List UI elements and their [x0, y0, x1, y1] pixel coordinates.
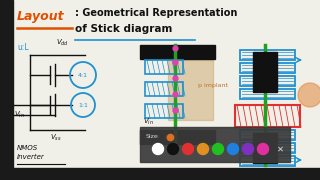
Text: ✕: ✕ [276, 145, 284, 154]
Circle shape [182, 143, 194, 154]
Text: Size: Size [146, 134, 159, 140]
Text: NMOS: NMOS [17, 145, 38, 151]
Text: 1:1: 1:1 [78, 102, 88, 107]
Text: $V_{in}$: $V_{in}$ [14, 110, 25, 120]
Text: of Stick diagram: of Stick diagram [75, 24, 172, 34]
Text: 4:1: 4:1 [78, 73, 88, 78]
Text: u:L: u:L [17, 43, 28, 52]
Bar [240, 143, 295, 153]
Bar [253, 52, 277, 92]
Bar [253, 133, 277, 163]
Bar [140, 45, 215, 59]
Text: $V_{in}$: $V_{in}$ [143, 117, 154, 127]
Circle shape [212, 143, 223, 154]
Bar [240, 76, 295, 86]
Text: $V_{dd}$: $V_{dd}$ [57, 38, 69, 48]
Bar [240, 63, 295, 73]
Circle shape [167, 143, 179, 154]
Text: 1:1: 1:1 [261, 145, 269, 150]
Bar [140, 130, 215, 144]
Bar [240, 50, 295, 60]
Circle shape [197, 143, 209, 154]
Circle shape [153, 143, 164, 154]
Bar [235, 105, 300, 127]
Text: p implant: p implant [198, 82, 228, 87]
Circle shape [228, 143, 238, 154]
Bar [145, 104, 183, 118]
Bar [0, 168, 320, 180]
Bar [240, 130, 295, 140]
Bar [0, 0, 13, 180]
Bar [140, 127, 290, 162]
Text: Inverter: Inverter [17, 154, 45, 160]
Text: $V_{ss}$: $V_{ss}$ [185, 143, 197, 153]
Bar [240, 156, 295, 166]
Text: Size: Size [148, 134, 161, 140]
Circle shape [298, 83, 320, 107]
Circle shape [258, 143, 268, 154]
Bar [168, 60, 213, 120]
Text: $V_{ss}$: $V_{ss}$ [50, 133, 62, 143]
Text: : Geometrical Representation: : Geometrical Representation [75, 8, 237, 18]
Bar [145, 82, 183, 96]
Text: Layout: Layout [17, 10, 65, 23]
Circle shape [243, 143, 253, 154]
Bar [240, 89, 295, 99]
Bar [145, 60, 183, 74]
Text: $V_{DD}$: $V_{DD}$ [185, 47, 199, 57]
